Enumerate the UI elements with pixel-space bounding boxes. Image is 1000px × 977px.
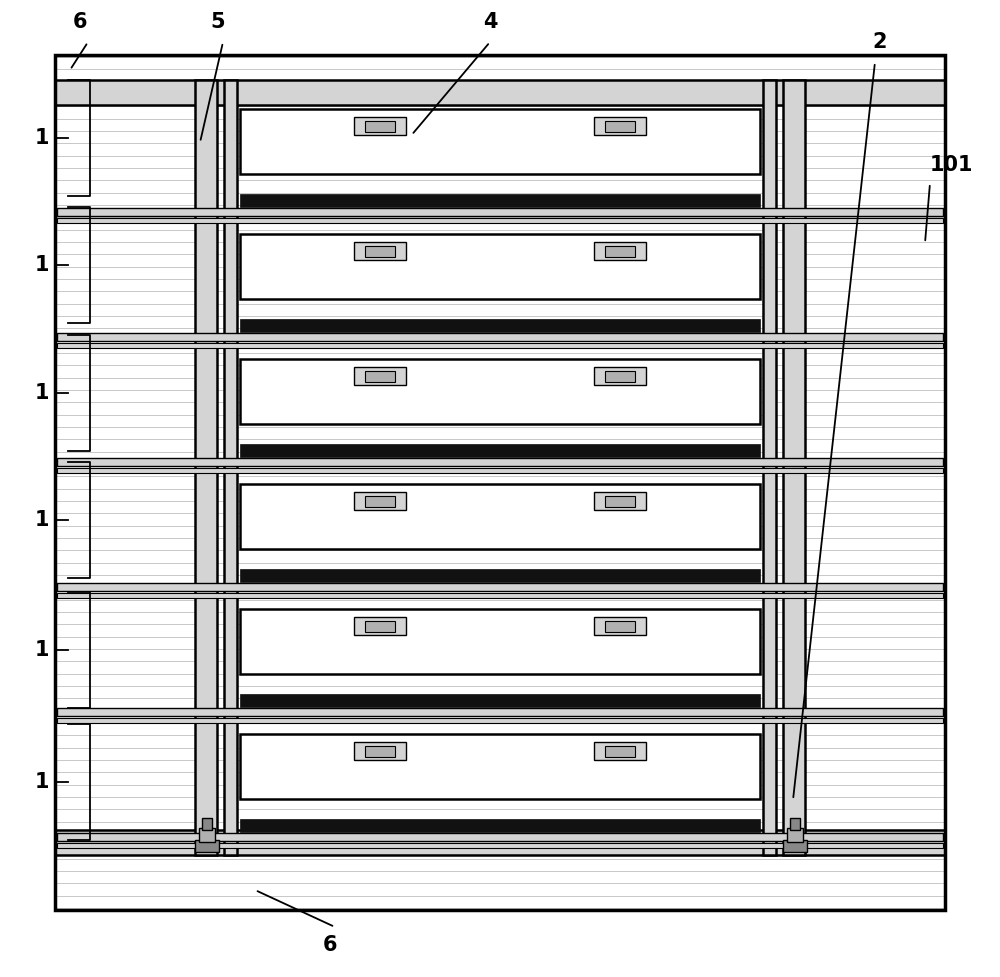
Bar: [605, 495, 635, 506]
Bar: [354, 617, 406, 635]
Bar: [202, 818, 212, 830]
Bar: [240, 609, 760, 674]
Bar: [57, 708, 943, 716]
Bar: [195, 840, 219, 852]
Bar: [57, 593, 943, 598]
Bar: [783, 840, 807, 852]
Bar: [783, 80, 805, 855]
Bar: [354, 242, 406, 260]
Bar: [365, 495, 395, 506]
Bar: [240, 319, 760, 332]
Text: 1: 1: [35, 510, 49, 530]
Bar: [57, 468, 943, 473]
Bar: [57, 333, 943, 341]
Bar: [240, 694, 760, 707]
Bar: [240, 194, 760, 207]
Bar: [195, 80, 217, 855]
Bar: [605, 120, 635, 132]
Bar: [787, 828, 803, 842]
Bar: [55, 830, 945, 855]
Bar: [240, 109, 760, 174]
Text: 1: 1: [35, 255, 49, 275]
Bar: [224, 80, 237, 855]
Bar: [365, 370, 395, 381]
Bar: [594, 492, 646, 510]
Bar: [57, 583, 943, 591]
Bar: [365, 245, 395, 257]
Bar: [354, 117, 406, 135]
Bar: [57, 833, 943, 841]
Text: 1: 1: [35, 383, 49, 403]
Bar: [365, 120, 395, 132]
Bar: [605, 745, 635, 756]
Bar: [594, 117, 646, 135]
Bar: [365, 745, 395, 756]
Bar: [57, 458, 943, 466]
Bar: [240, 819, 760, 832]
Bar: [57, 218, 943, 223]
Bar: [57, 843, 943, 848]
Text: 1: 1: [35, 128, 49, 148]
Bar: [594, 242, 646, 260]
Bar: [594, 367, 646, 385]
Bar: [354, 492, 406, 510]
Bar: [240, 569, 760, 582]
Bar: [354, 742, 406, 760]
Bar: [605, 245, 635, 257]
Bar: [240, 359, 760, 424]
Text: 6: 6: [323, 935, 337, 955]
Bar: [605, 620, 635, 631]
Text: 6: 6: [73, 12, 87, 32]
Text: 2: 2: [873, 32, 887, 52]
Text: 4: 4: [483, 12, 497, 32]
Bar: [57, 208, 943, 216]
Bar: [365, 620, 395, 631]
Bar: [594, 617, 646, 635]
Bar: [55, 80, 945, 105]
Text: 101: 101: [930, 155, 974, 175]
Bar: [605, 370, 635, 381]
Bar: [240, 484, 760, 549]
Text: 1: 1: [35, 640, 49, 660]
Bar: [240, 444, 760, 457]
Bar: [240, 234, 760, 299]
Bar: [354, 367, 406, 385]
Text: 1: 1: [35, 772, 49, 792]
Bar: [240, 734, 760, 799]
Bar: [594, 742, 646, 760]
Bar: [763, 80, 776, 855]
Bar: [57, 718, 943, 723]
Bar: [199, 828, 215, 842]
Bar: [790, 818, 800, 830]
Text: 5: 5: [211, 12, 225, 32]
Bar: [55, 55, 945, 910]
Bar: [57, 343, 943, 348]
